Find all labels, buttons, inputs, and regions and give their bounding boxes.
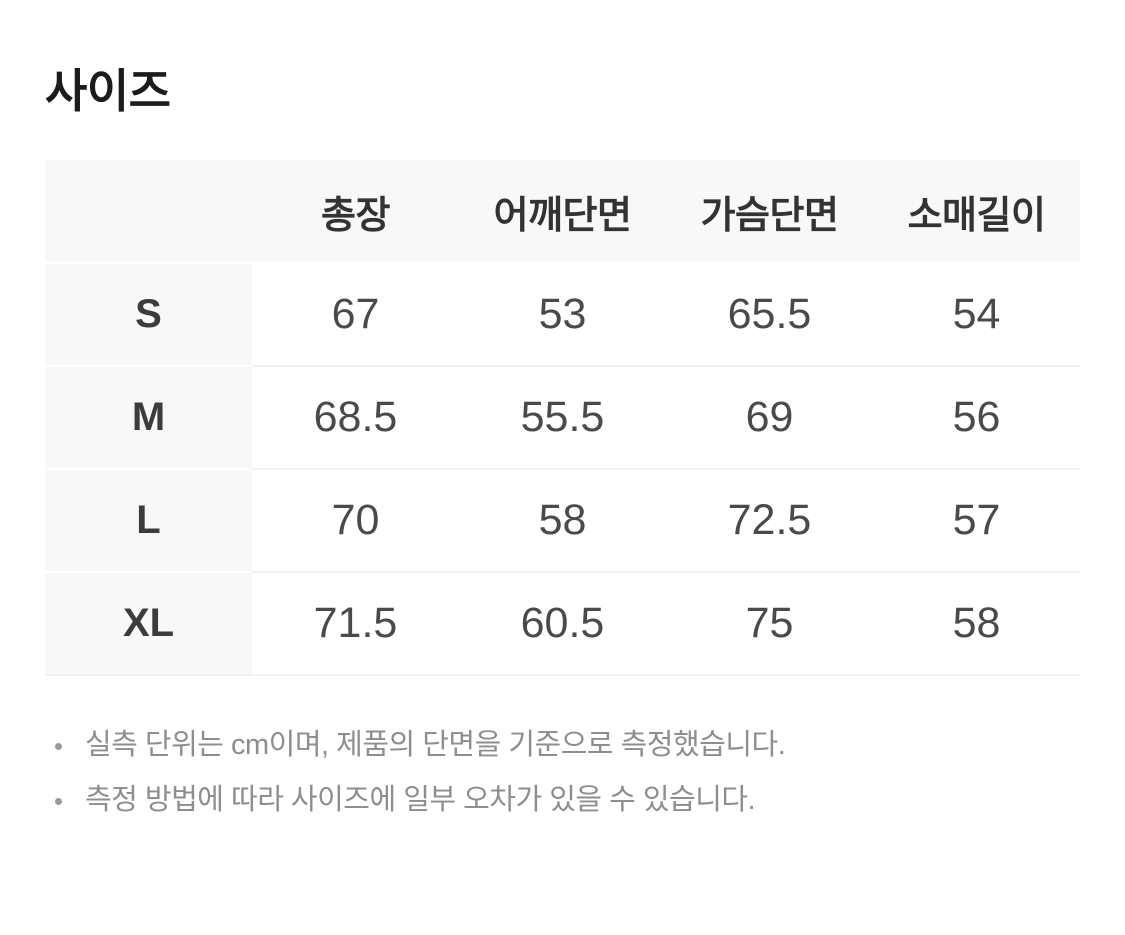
size-table: 총장 어깨단면 가슴단면 소매길이 S 67 53 65.5 54 M 68.5…	[45, 160, 1080, 677]
row-label-size-m: M	[45, 367, 252, 471]
column-header-chest-width: 가슴단면	[666, 160, 873, 265]
note-text: 실측 단위는 cm이며, 제품의 단면을 기준으로 측정했습니다.	[85, 729, 786, 762]
table-row-size-m: M 68.5 55.5 69 56	[45, 367, 1080, 471]
measurement-notes: 실측 단위는 cm이며, 제품의 단면을 기준으로 측정했습니다. 측정 방법에…	[45, 718, 1080, 828]
cell-value: 72.5	[666, 470, 873, 574]
row-label-size-xl: XL	[45, 573, 252, 677]
cell-value: 71.5	[252, 573, 459, 677]
cell-value: 67	[252, 264, 459, 368]
bullet-icon	[55, 797, 62, 805]
note-item: 실측 단위는 cm이며, 제품의 단면을 기준으로 측정했습니다.	[45, 718, 1080, 773]
cell-value: 75	[666, 573, 873, 677]
cell-value: 55.5	[459, 367, 666, 471]
column-header-sleeve-length: 소매길이	[873, 160, 1080, 265]
note-text: 측정 방법에 따라 사이즈에 일부 오차가 있을 수 있습니다.	[85, 784, 756, 817]
cell-value: 70	[252, 470, 459, 574]
cell-value: 53	[459, 264, 666, 368]
size-table-header-row: 총장 어깨단면 가슴단면 소매길이	[45, 160, 1080, 265]
cell-value: 58	[459, 470, 666, 574]
cell-value: 69	[666, 367, 873, 471]
table-row-size-xl: XL 71.5 60.5 75 58	[45, 573, 1080, 677]
column-header-total-length: 총장	[252, 160, 459, 265]
row-label-size-s: S	[45, 264, 252, 368]
cell-value: 58	[873, 573, 1080, 677]
table-row-size-l: L 70 58 72.5 57	[45, 470, 1080, 574]
cell-value: 57	[873, 470, 1080, 574]
table-row-size-s: S 67 53 65.5 54	[45, 264, 1080, 368]
section-title: 사이즈	[45, 65, 171, 117]
cell-value: 65.5	[666, 264, 873, 368]
cell-value: 54	[873, 264, 1080, 368]
cell-value: 60.5	[459, 573, 666, 677]
cell-value: 56	[873, 367, 1080, 471]
cell-value: 68.5	[252, 367, 459, 471]
column-header-shoulder-width: 어깨단면	[459, 160, 666, 265]
row-label-size-l: L	[45, 470, 252, 574]
note-item: 측정 방법에 따라 사이즈에 일부 오차가 있을 수 있습니다.	[45, 773, 1080, 828]
bullet-icon	[55, 742, 62, 750]
size-table-corner-cell	[45, 160, 252, 265]
